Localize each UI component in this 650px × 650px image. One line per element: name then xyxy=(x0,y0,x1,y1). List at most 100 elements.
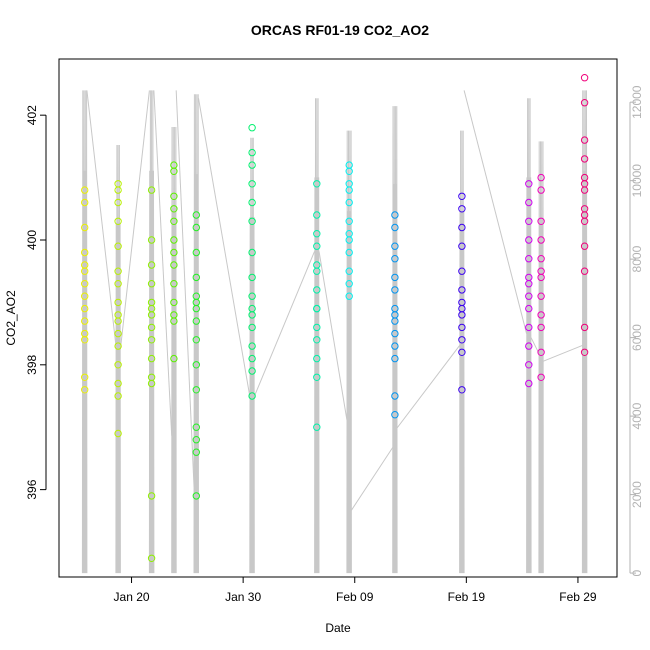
data-point xyxy=(391,211,399,219)
right-tick-label: 4000 xyxy=(630,402,644,429)
data-point xyxy=(580,323,589,332)
flight-trace xyxy=(392,106,398,574)
flight-trace-line xyxy=(581,90,588,574)
data-point xyxy=(537,255,545,263)
data-point xyxy=(248,198,256,207)
transit-line xyxy=(198,98,251,397)
right-tick-label: 12000 xyxy=(630,85,644,119)
data-point xyxy=(313,180,321,188)
data-point xyxy=(537,236,545,244)
transit-line xyxy=(530,337,540,354)
data-point xyxy=(114,429,122,438)
data-point xyxy=(313,230,321,238)
data-point xyxy=(81,386,89,394)
x-tick-label: Jan 20 xyxy=(114,590,150,604)
data-point xyxy=(580,155,589,163)
data-point xyxy=(537,323,545,332)
data-point xyxy=(81,186,89,194)
data-point xyxy=(147,323,156,332)
transit-line xyxy=(350,447,394,511)
data-point xyxy=(525,217,533,226)
flight-trace-line xyxy=(392,106,398,574)
data-point xyxy=(81,248,89,257)
flight-trace-line xyxy=(526,98,532,574)
data-point xyxy=(114,342,122,350)
data-point xyxy=(114,280,122,288)
data-point xyxy=(114,217,122,226)
data-point xyxy=(458,242,466,250)
flight-trace xyxy=(526,98,532,574)
flight-series xyxy=(537,173,545,381)
data-point xyxy=(313,336,321,344)
data-point xyxy=(458,348,466,356)
flight-trace-line xyxy=(346,130,352,574)
data-point xyxy=(313,323,321,332)
data-point xyxy=(147,354,156,363)
data-point xyxy=(114,379,122,388)
transit-line xyxy=(119,90,150,350)
data-point xyxy=(248,342,256,350)
data-point xyxy=(580,211,589,219)
data-point xyxy=(537,186,545,194)
data-point xyxy=(81,373,89,381)
data-point xyxy=(114,242,122,250)
transit-line xyxy=(543,345,583,362)
data-point xyxy=(192,423,201,431)
right-tick-label: 0 xyxy=(630,569,644,576)
data-point xyxy=(580,74,589,82)
data-point xyxy=(537,273,545,282)
data-point xyxy=(248,161,256,169)
flight-series xyxy=(170,161,178,363)
data-point xyxy=(114,317,122,325)
data-point xyxy=(192,492,201,500)
data-point xyxy=(525,342,533,350)
flight-series xyxy=(525,180,533,388)
flight-trace-line xyxy=(115,144,121,574)
flight-trace xyxy=(249,137,255,574)
data-point xyxy=(170,354,178,363)
data-point xyxy=(192,211,201,219)
right-tick-label: 2000 xyxy=(630,481,644,508)
data-point xyxy=(525,180,533,188)
data-point xyxy=(313,211,321,219)
data-point xyxy=(192,223,201,232)
data-point xyxy=(248,248,256,257)
data-point xyxy=(537,348,545,356)
data-point xyxy=(525,304,533,313)
flight-trace-line xyxy=(193,94,199,574)
data-point xyxy=(248,292,256,300)
flight-series xyxy=(580,74,589,356)
background-altitude-series xyxy=(81,90,588,574)
flight-trace xyxy=(346,130,352,574)
data-point xyxy=(170,236,178,244)
data-point xyxy=(458,323,466,332)
data-point xyxy=(248,354,256,363)
data-point xyxy=(345,280,353,288)
data-point xyxy=(248,304,256,313)
transit-line xyxy=(318,251,348,421)
data-point xyxy=(81,304,89,313)
plot-frame xyxy=(58,58,618,578)
data-point xyxy=(313,373,321,381)
data-point xyxy=(147,336,156,344)
flight-series xyxy=(313,180,321,431)
data-point xyxy=(345,167,353,176)
right-y-axis: 0 2000 4000 6000 8000 10000 12000 xyxy=(629,85,644,576)
data-point xyxy=(391,411,399,419)
flight-trace-line xyxy=(249,137,255,574)
data-point xyxy=(525,292,533,300)
data-point xyxy=(313,286,321,294)
flight-trace xyxy=(581,90,588,574)
data-point xyxy=(114,298,122,307)
data-point xyxy=(192,361,201,369)
data-point xyxy=(537,173,545,182)
x-tick-label: Feb 19 xyxy=(448,590,486,604)
data-point xyxy=(170,205,178,213)
data-point xyxy=(458,336,466,344)
data-point xyxy=(81,223,89,232)
data-point xyxy=(170,261,178,269)
data-point xyxy=(192,317,201,325)
transit-line xyxy=(153,90,173,436)
data-point xyxy=(248,323,256,332)
data-point xyxy=(391,223,399,232)
